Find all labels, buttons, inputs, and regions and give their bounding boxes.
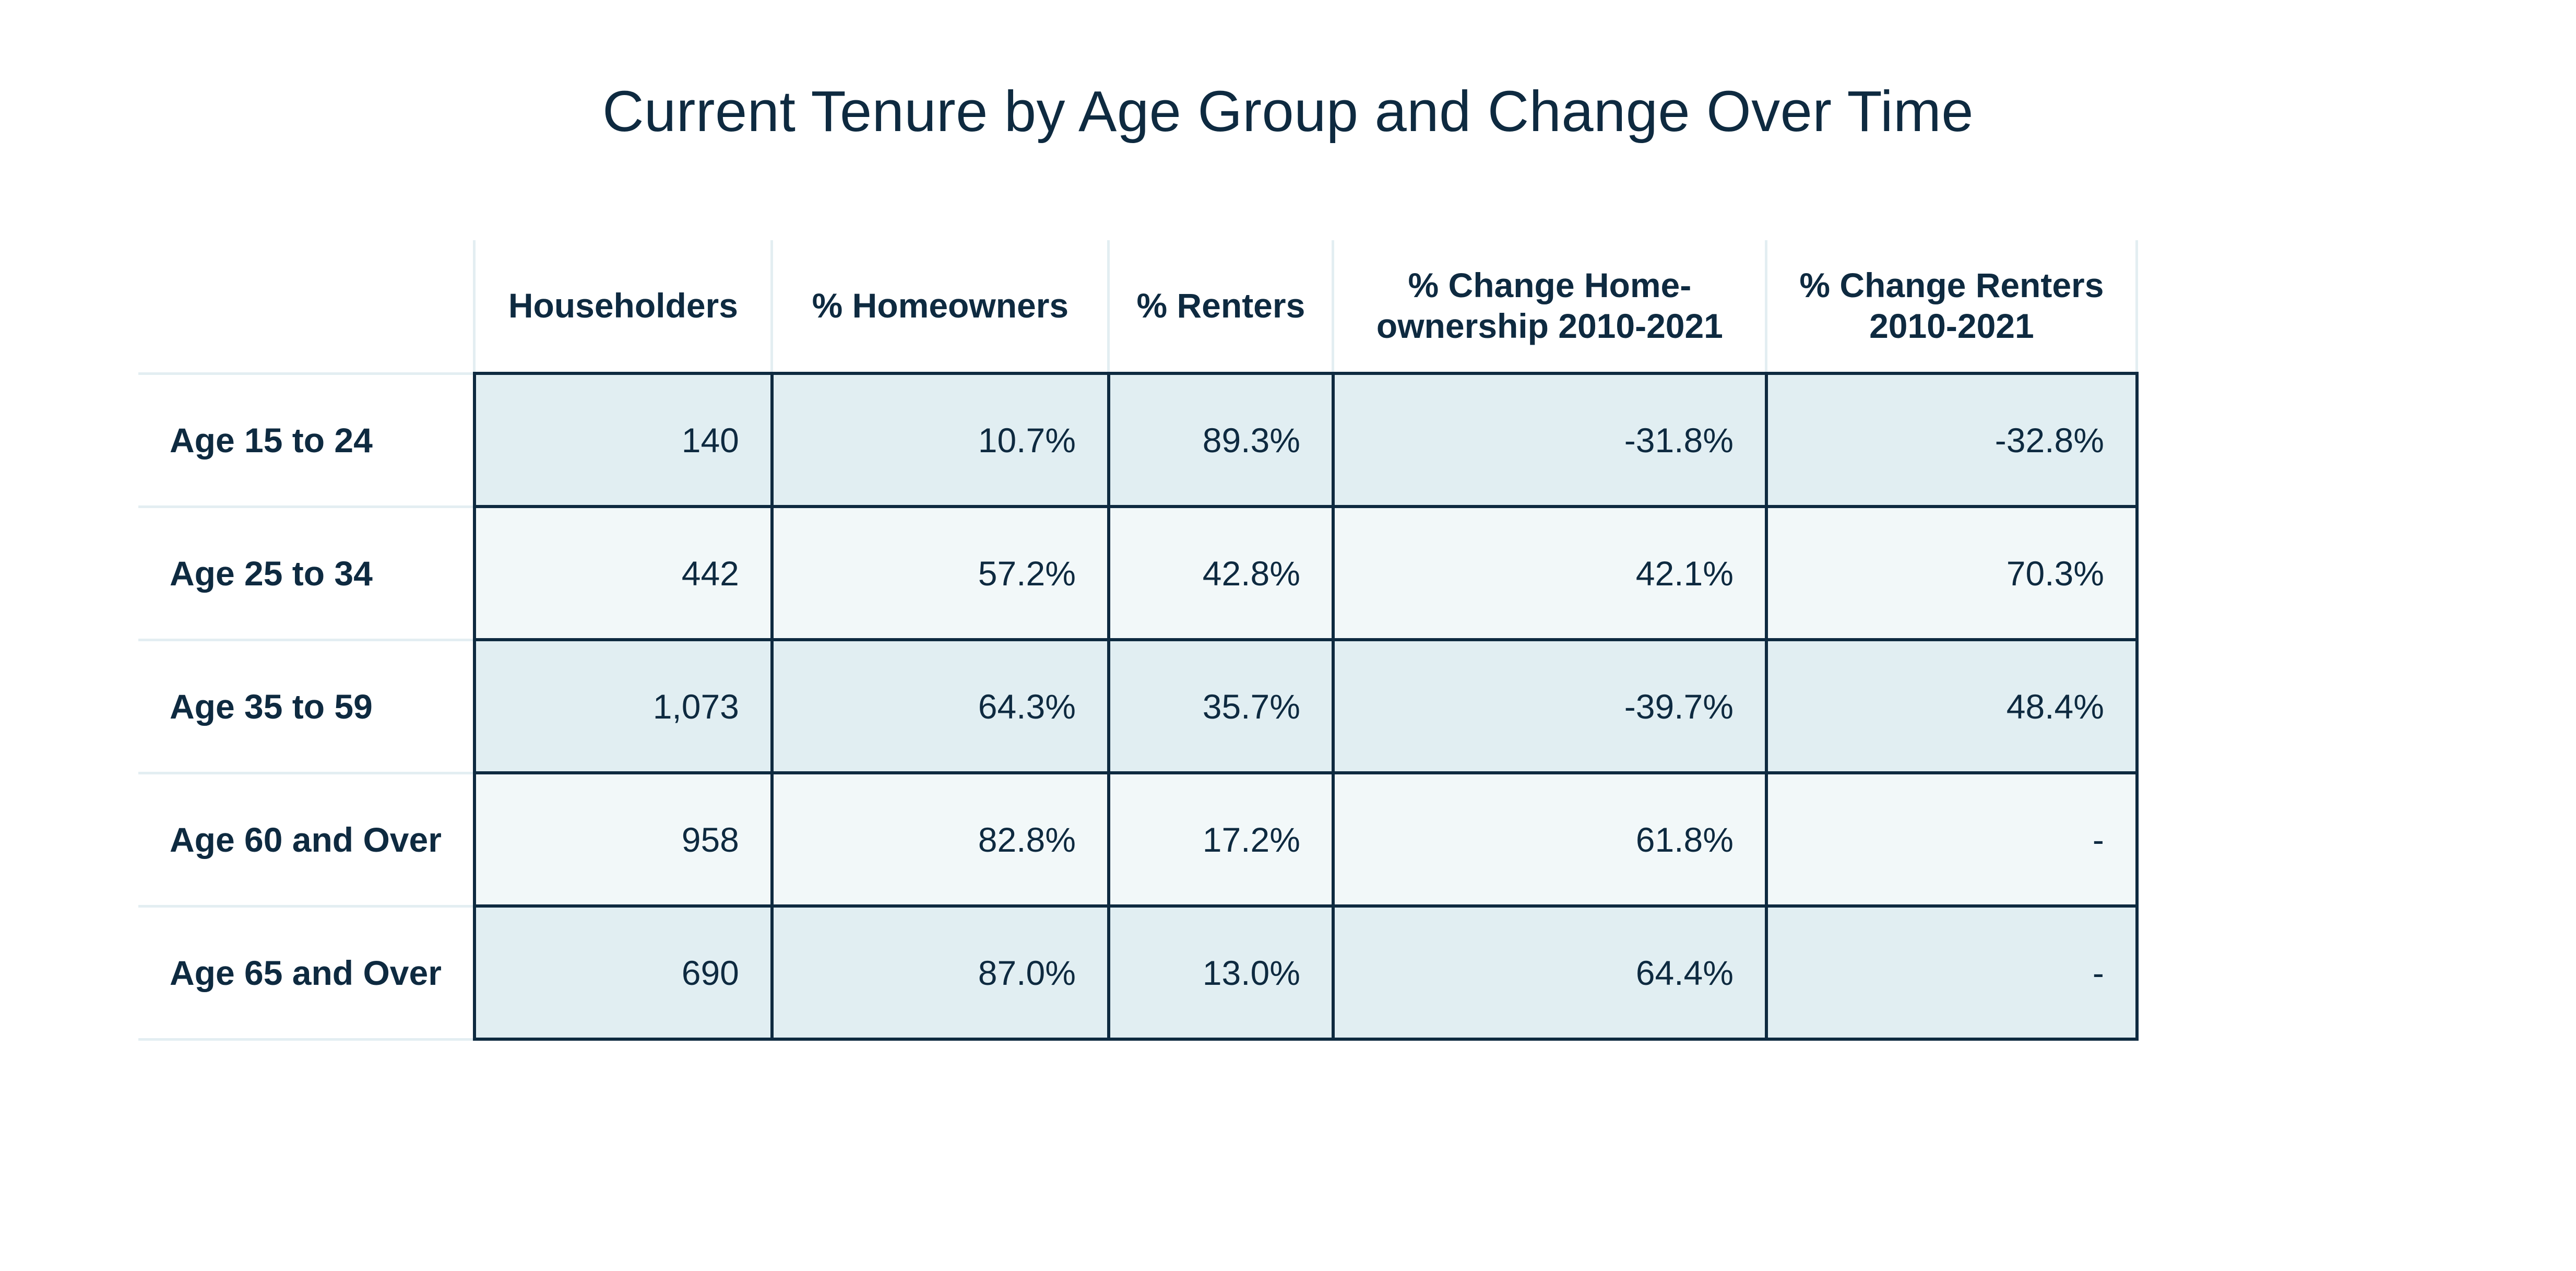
table-cell: -39.7% (1331, 638, 1768, 774)
table-cell: 48.4% (1764, 638, 2139, 774)
row-label: Age 35 to 59 (138, 640, 476, 774)
table-cell: 35.7% (1107, 638, 1335, 774)
table-row: Age 65 and Over 690 87.0% 13.0% 64.4% - (138, 904, 2139, 1041)
header-corner (138, 240, 474, 375)
row-label: Age 15 to 24 (138, 373, 476, 508)
column-header: % Change Renters 2010-2021 (1765, 240, 2139, 375)
table-cell: - (1764, 904, 2139, 1041)
table-cell: -32.8% (1764, 372, 2139, 508)
table-cell: 690 (472, 904, 774, 1041)
column-header: Householders (473, 240, 774, 375)
tenure-table: Householders % Homeowners % Renters % Ch… (138, 240, 2139, 1041)
table-cell: 17.2% (1107, 771, 1335, 908)
table-row: Age 25 to 34 442 57.2% 42.8% 42.1% 70.3% (138, 505, 2139, 641)
table-cell: 442 (472, 505, 774, 641)
column-header: % Renters (1107, 240, 1335, 375)
table-cell: 1,073 (472, 638, 774, 774)
table-cell: 89.3% (1107, 372, 1335, 508)
table-cell: 87.0% (770, 904, 1110, 1041)
table-cell: - (1764, 771, 2139, 908)
column-header: % Homeowners (770, 240, 1110, 375)
column-header: % Change Home-ownership 2010-2021 (1332, 240, 1768, 375)
table-cell: 10.7% (770, 372, 1110, 508)
chart-title: Current Tenure by Age Group and Change O… (602, 79, 1974, 144)
row-label: Age 65 and Over (138, 906, 476, 1041)
table-cell: 61.8% (1331, 771, 1768, 908)
row-label: Age 60 and Over (138, 773, 476, 908)
row-label: Age 25 to 34 (138, 507, 476, 641)
table-cell: 64.4% (1331, 904, 1768, 1041)
table-cell: 42.8% (1107, 505, 1335, 641)
table-cell: 64.3% (770, 638, 1110, 774)
header-row: Householders % Homeowners % Renters % Ch… (138, 240, 2139, 375)
table-row: Age 15 to 24 140 10.7% 89.3% -31.8% -32.… (138, 372, 2139, 508)
table-cell: 958 (472, 771, 774, 908)
table-cell: 70.3% (1764, 505, 2139, 641)
table-row: Age 60 and Over 958 82.8% 17.2% 61.8% - (138, 771, 2139, 908)
table-row: Age 35 to 59 1,073 64.3% 35.7% -39.7% 48… (138, 638, 2139, 774)
table-cell: 57.2% (770, 505, 1110, 641)
table-cell: 13.0% (1107, 904, 1335, 1041)
table-cell: 140 (472, 372, 774, 508)
table-cell: -31.8% (1331, 372, 1768, 508)
table-cell: 82.8% (770, 771, 1110, 908)
table-cell: 42.1% (1331, 505, 1768, 641)
